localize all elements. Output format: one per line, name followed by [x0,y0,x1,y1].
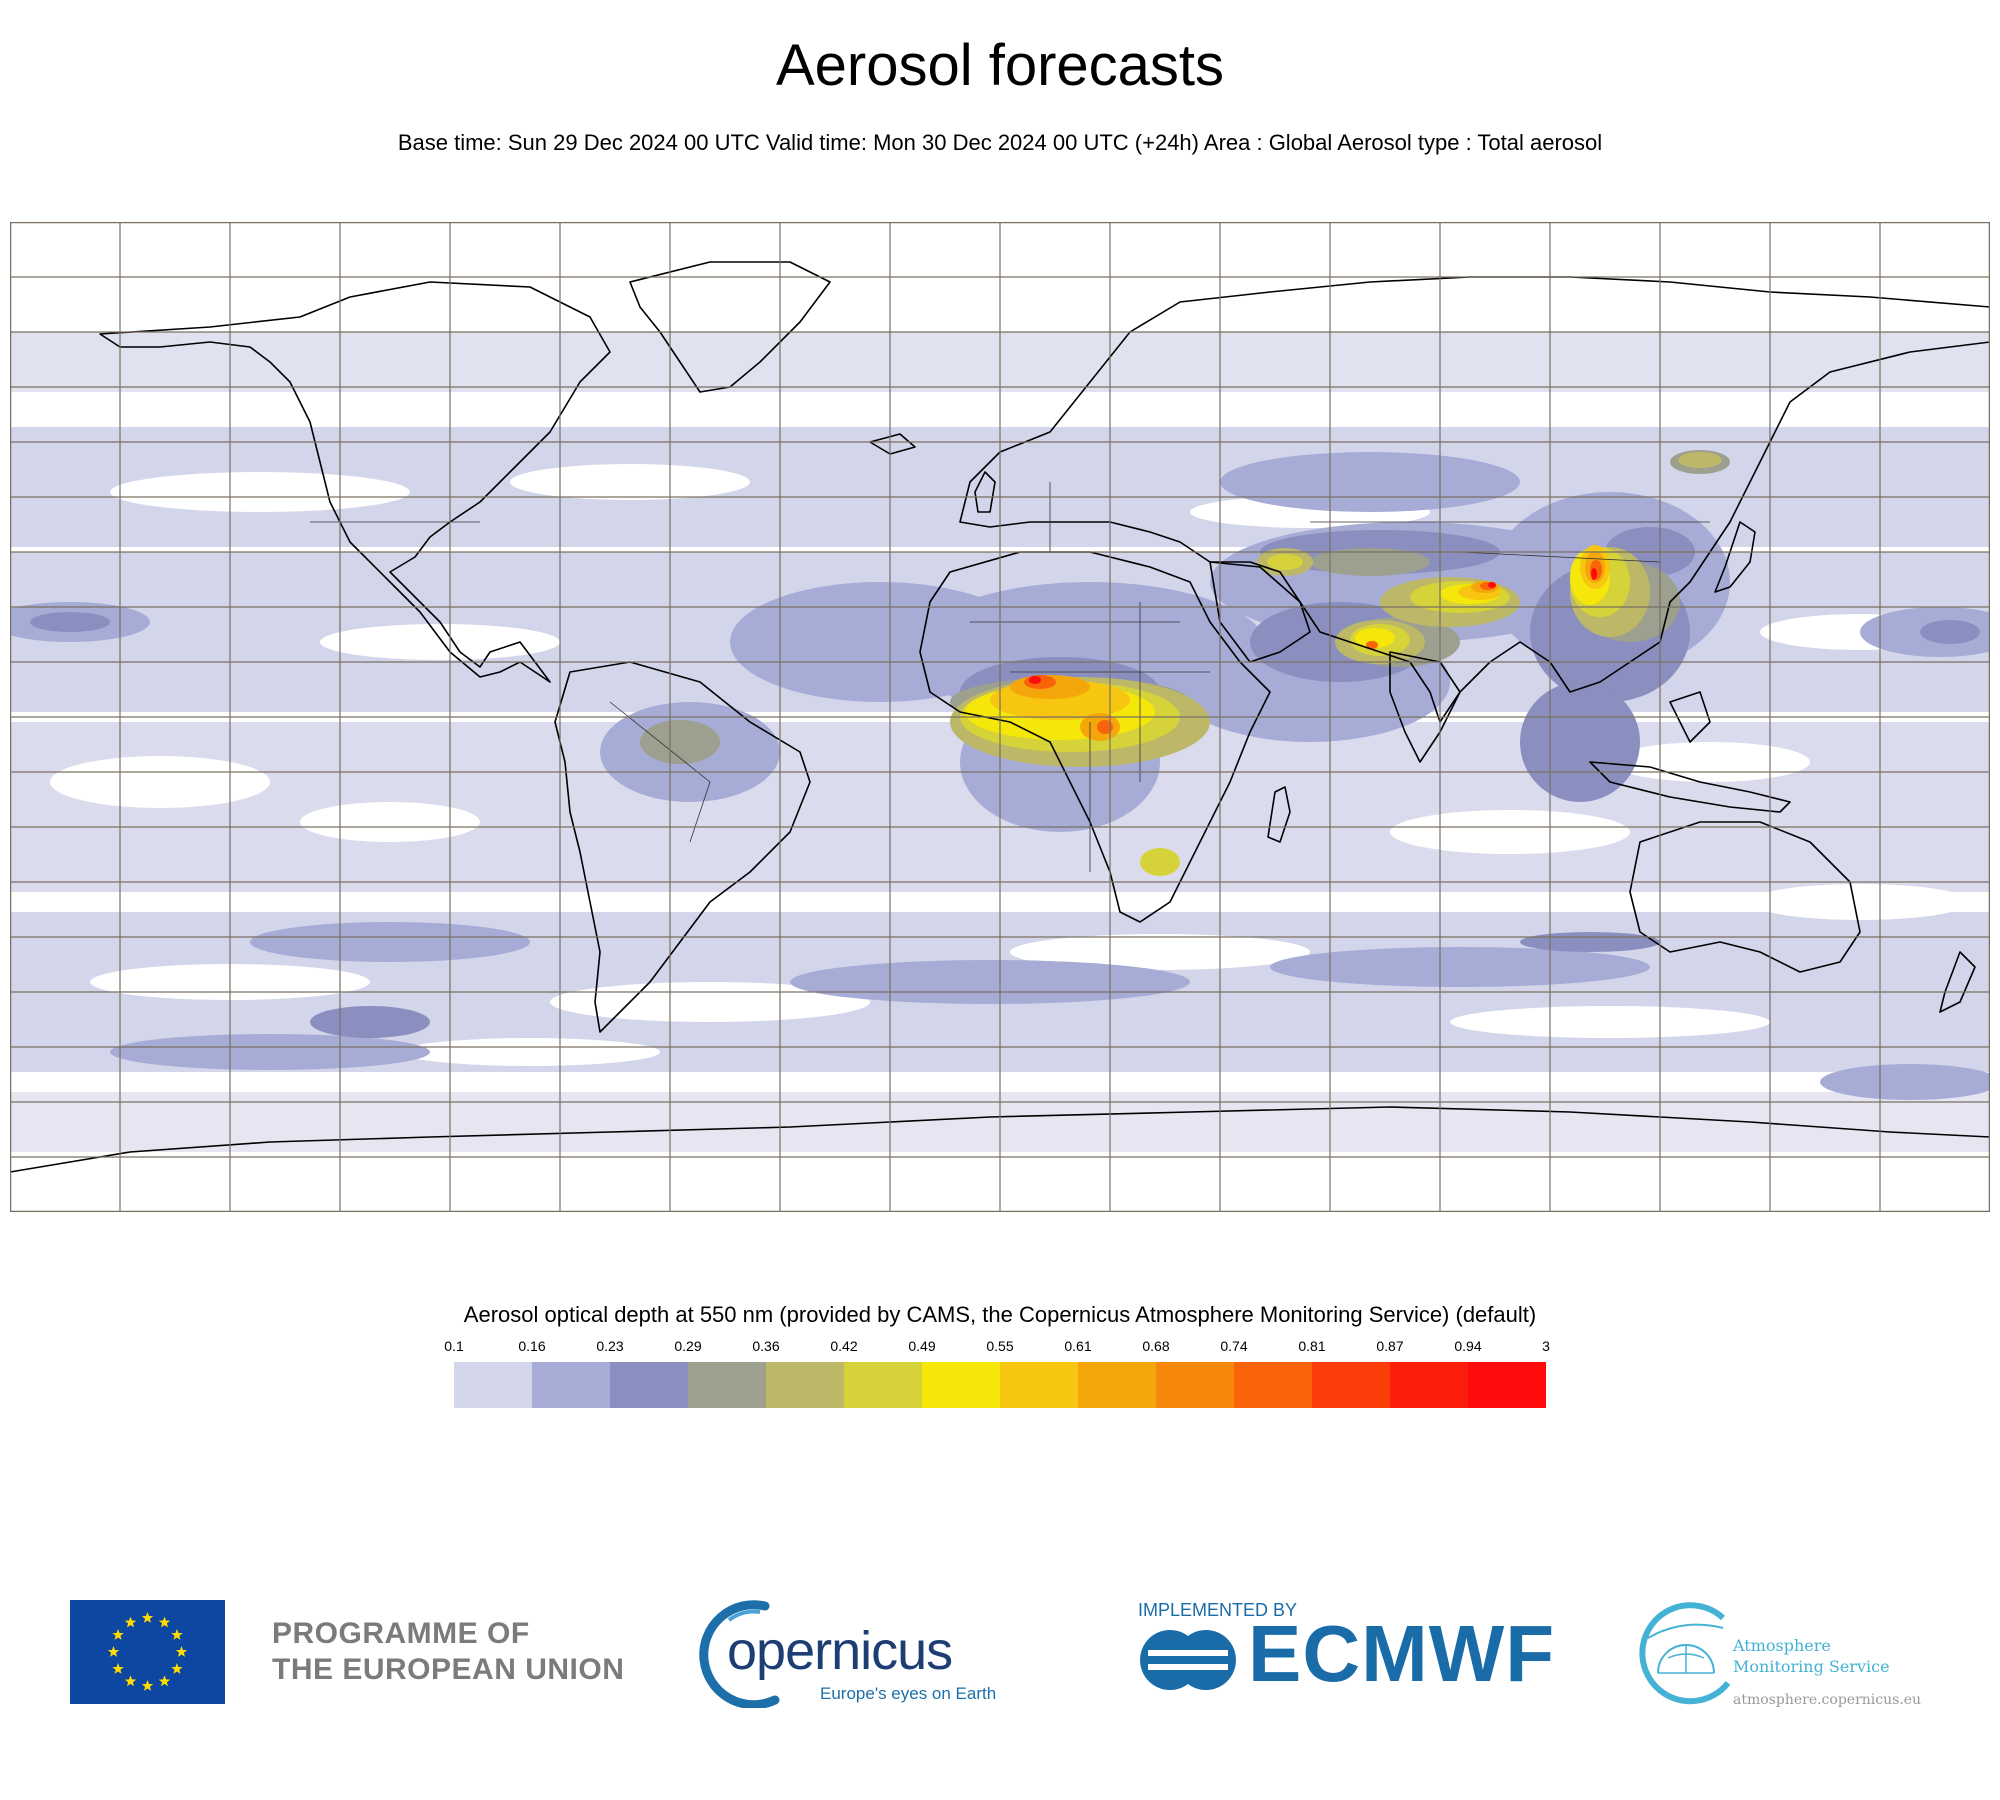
legend-swatch [1312,1362,1390,1408]
eu-star [107,1646,120,1657]
world-map-svg [10,222,1990,1212]
legend-swatch [766,1362,844,1408]
legend-title: Aerosol optical depth at 550 nm (provide… [463,1302,1537,1327]
eu-star [158,1675,171,1687]
legend-swatch [532,1362,610,1408]
eu-star [124,1616,137,1628]
eu-star [141,1612,154,1623]
philippines-outline [1669,691,1711,743]
africa-outline [919,551,1271,923]
india-outline [1389,651,1461,763]
forecast-subtitle: Base time: Sun 29 Dec 2024 00 UTC Valid … [397,130,1603,155]
legend-swatch [1078,1362,1156,1408]
eurasia-outline [959,276,1990,723]
legend-tick-label: 0.68 [1142,1338,1170,1354]
legend-tick-label: 0.1 [444,1338,464,1354]
legend-tick-label: 0.16 [518,1338,546,1354]
legend-swatch [922,1362,1000,1408]
legend-swatch [454,1362,532,1408]
eu-star [158,1616,171,1628]
eu-star [112,1629,124,1640]
legend-tick-label: 0.94 [1454,1338,1482,1354]
legend-tick-label: 0.36 [752,1338,780,1354]
legend-tick-label: 3 [1542,1338,1550,1354]
eu-star [141,1680,154,1691]
cams-name-line1: Atmosphere [1733,1636,1831,1655]
legend-tick-label: 0.87 [1376,1338,1404,1354]
cams-name-line2: Monitoring Service [1733,1657,1890,1676]
eu-stars-icon [107,1612,188,1691]
legend-swatch [1156,1362,1234,1408]
ecmwf-wordmark: ECMWF [1248,1609,1556,1698]
ecmwf-implemented-by: IMPLEMENTED BY [1138,1600,1298,1620]
eu-text-line1: PROGRAMME OF [272,1617,530,1650]
eu-programme-text: PROGRAMME OF THE EUROPEAN UNION [272,1616,624,1688]
legend-swatch [1390,1362,1468,1408]
legend-tick-labels: 0.1 0.16 0.23 0.29 0.36 0.42 0.49 0.55 0.61 0.68 0… [444,1338,1550,1358]
eu-star [171,1629,183,1640]
eu-star [171,1663,183,1674]
legend-swatch [1468,1362,1546,1408]
new-zealand-outline [1939,951,1976,1013]
aod-level-max [1029,568,1597,684]
australia-outline [1629,821,1861,973]
antarctica-outline [10,1106,1990,1173]
map-frame [10,222,1990,1212]
footer-logos: PROGRAMME OF THE EUROPEAN UNION opernicu… [0,1580,2000,1720]
legend-tick-label: 0.23 [596,1338,624,1354]
copernicus-tagline: Europe's eyes on Earth [820,1684,997,1703]
indonesia-outline [1589,761,1791,813]
eu-star [124,1675,137,1687]
legend-swatch [844,1362,922,1408]
aerosol-map[interactable] [10,222,1990,1212]
north-america-outline [99,281,611,683]
south-america-outline [554,661,811,1033]
arabia-outline [1209,561,1311,663]
cams-globe-icon [1639,1602,1731,1705]
copernicus-wordmark: opernicus [727,1621,953,1681]
legend-tick-label: 0.49 [908,1338,936,1354]
copernicus-logo: opernicus Europe's eyes on Earth [695,1598,1005,1708]
legend-tick-label: 0.29 [674,1338,702,1354]
eu-star [112,1663,124,1674]
legend-swatch [1234,1362,1312,1408]
legend-tick-label: 0.42 [830,1338,858,1354]
cams-url: atmosphere.copernicus.eu [1733,1692,1922,1708]
greenland-outline [629,261,831,393]
copernicus-c-icon [699,1600,780,1708]
legend-color-bar [454,1362,1546,1408]
legend-swatch [688,1362,766,1408]
legend-swatch [610,1362,688,1408]
graticule [10,222,1990,1212]
coastlines [10,261,1990,1173]
ecmwf-mark-icon [1140,1630,1236,1690]
eu-text-line2: THE EUROPEAN UNION [272,1653,625,1686]
cams-name: Atmosphere Monitoring Service [1733,1635,1890,1677]
eu-star [175,1646,188,1657]
japan-outline [1714,521,1756,593]
legend-tick-label: 0.81 [1298,1338,1326,1354]
legend-tick-label: 0.55 [986,1338,1014,1354]
page-title: Aerosol forecasts [775,33,1225,98]
legend-swatch [1000,1362,1078,1408]
legend-tick-label: 0.74 [1220,1338,1248,1354]
legend-tick-label: 0.61 [1064,1338,1092,1354]
eu-flag-logo [70,1600,225,1704]
